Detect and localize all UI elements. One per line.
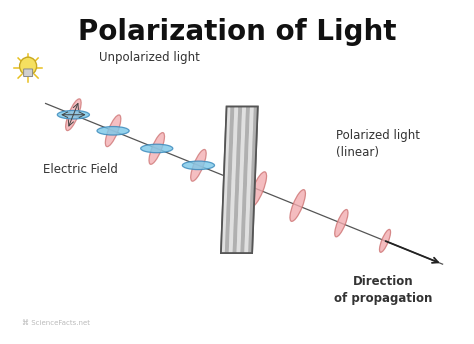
Ellipse shape (65, 99, 81, 131)
FancyBboxPatch shape (24, 69, 33, 76)
Ellipse shape (57, 110, 90, 119)
Polygon shape (229, 107, 238, 253)
Ellipse shape (97, 127, 129, 135)
Ellipse shape (182, 161, 215, 170)
Ellipse shape (249, 172, 266, 207)
Ellipse shape (19, 57, 36, 75)
Ellipse shape (290, 190, 305, 222)
Polygon shape (237, 107, 246, 253)
Polygon shape (233, 107, 242, 253)
Text: Polarized light
(linear): Polarized light (linear) (336, 129, 420, 159)
Text: Polarization of Light: Polarization of Light (78, 18, 396, 46)
Ellipse shape (191, 149, 206, 181)
Polygon shape (221, 107, 230, 253)
Polygon shape (221, 107, 258, 253)
Text: Direction
of propagation: Direction of propagation (334, 275, 433, 305)
Text: ⌘ ScienceFacts.net: ⌘ ScienceFacts.net (22, 320, 90, 326)
Polygon shape (240, 107, 250, 253)
Ellipse shape (335, 209, 348, 237)
Text: Electric Field: Electric Field (43, 163, 118, 175)
Ellipse shape (380, 229, 391, 252)
Text: Unpolarized light: Unpolarized light (99, 51, 200, 64)
Polygon shape (225, 107, 235, 253)
Ellipse shape (149, 132, 164, 164)
Ellipse shape (105, 115, 121, 147)
Polygon shape (244, 107, 254, 253)
Polygon shape (248, 107, 258, 253)
Ellipse shape (141, 144, 173, 153)
